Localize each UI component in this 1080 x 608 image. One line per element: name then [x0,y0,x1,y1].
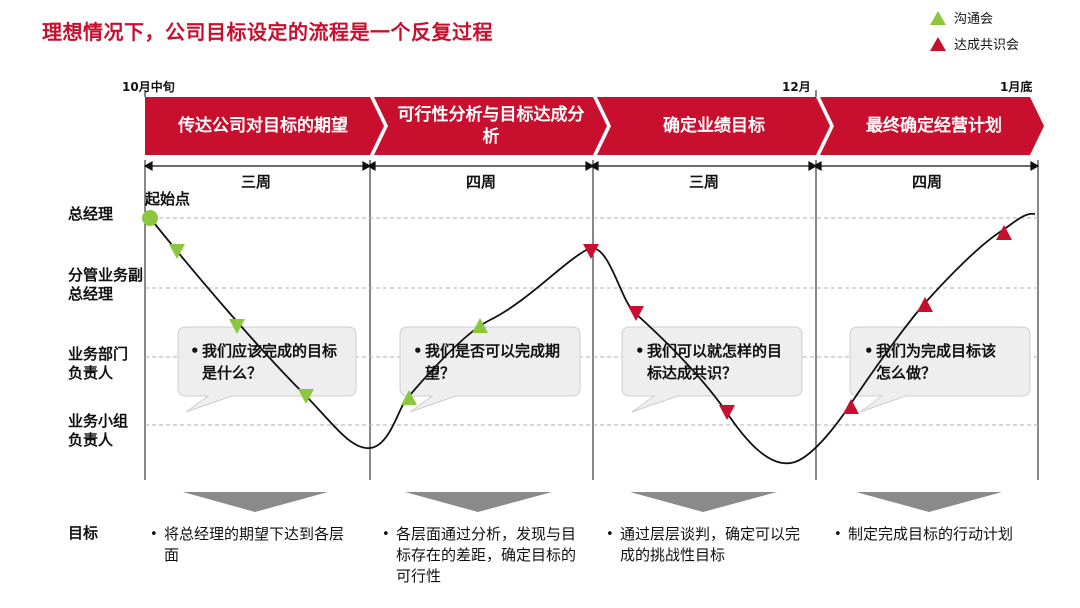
consensus-marker [917,297,933,312]
role-label-dept-head: 业务部门负责人 [68,345,129,382]
question-text: 我们应该完成的目标是什么？ [202,342,338,382]
stage-label-4: 最终确定经营计划 [866,116,1002,136]
consensus-marker [719,405,735,420]
stage-question-3: • 我们可以就怎样的目标达成共识？ [635,340,789,384]
stage-label-3: 确定业绩目标 [663,116,765,136]
stage-label-1: 传达公司对目标的期望 [178,116,348,136]
stage-goal-2: • 各层面通过分析，发现与目标存在的差距，确定目标的可行性 [382,524,578,587]
stage-chevron-4 [820,97,1044,155]
stage-duration-1: 三周 [240,173,271,191]
consensus-marker [583,244,599,259]
bullet-icon: • [635,342,645,360]
goal-text: 将总经理的期望下达到各层面 [164,525,345,564]
stage-goal-4: • 制定完成目标的行动计划 [834,524,1030,545]
stage-label-2: 可行性分析与目标达成分析 [397,105,585,147]
stage-question-4: • 我们为完成目标该怎么做？ [864,340,1008,384]
goal-arrow-2 [405,492,552,512]
consensus-marker [628,306,644,321]
page-title: 理想情况下，公司目标设定的流程是一个反复过程 [42,20,493,44]
goal-arrow-1 [183,492,328,512]
question-bubbles [177,326,1031,413]
communication-marker [401,390,417,405]
stage-goal-3: • 通过层层谈判，确定可以完成的挑战性目标 [606,524,802,566]
goal-arrow-3 [630,492,777,512]
goal-arrows [183,492,1002,512]
goal-arrow-4 [856,492,1002,512]
communication-marker [169,244,185,259]
communication-markers [169,244,488,405]
stage-duration-2: 四周 [465,173,496,191]
communication-marker [472,318,488,333]
duration-arrows [143,160,1040,172]
consensus-marker [996,225,1012,240]
question-text: 我们是否可以完成期望？ [425,342,561,382]
goal-heading: 目标 [68,524,99,542]
consensus-marker [843,399,859,414]
question-text: 我们可以就怎样的目标达成共识？ [647,342,783,382]
question-bubble-3 [621,326,803,413]
legend-label: 达成共识会 [954,38,1020,53]
timeline-mid: 12月 [782,80,811,94]
stage-chevrons [145,96,1044,156]
stage-duration-3: 三周 [688,173,719,191]
timeline-end: 1月底 [1000,80,1033,94]
bullet-icon: • [864,342,874,360]
timeline-start: 10月中旬 [122,80,175,94]
goal-text: 制定完成目标的行动计划 [848,525,1014,543]
question-text: 我们为完成目标该怎么做？ [876,342,997,382]
start-point-marker [142,210,158,226]
stage-question-1: • 我们应该完成的目标是什么？ [190,340,342,384]
legend-item-communication: 沟通会 [930,8,993,27]
question-bubble-2 [399,326,581,413]
communication-marker [229,319,245,334]
bullet-icon: • [190,342,200,360]
question-bubble-4 [849,326,1031,413]
communication-marker [298,389,314,404]
legend-item-consensus: 达成共识会 [930,34,1019,53]
bullet-icon: • [834,527,842,542]
stage-duration-4: 四周 [911,173,942,191]
green-triangle-icon [930,10,946,25]
stage-chevron-3 [597,97,830,155]
stage-dividers [144,160,1039,480]
red-triangle-icon [930,36,946,51]
stage-question-2: • 我们是否可以完成期望？ [413,340,565,384]
legend-label: 沟通会 [954,12,994,27]
goal-text: 通过层层谈判，确定可以完成的挑战性目标 [620,525,801,564]
goal-text: 各层面通过分析，发现与目标存在的差距，确定目标的可行性 [396,525,577,585]
start-point-label: 起始点 [145,190,191,208]
role-label-vp: 分管业务副总经理 [68,266,144,303]
stage-chevron-2 [374,97,607,155]
bullet-icon: • [150,527,158,542]
bullet-icon: • [606,527,614,542]
stage-goal-1: • 将总经理的期望下达到各层面 [150,524,354,566]
role-label-gm: 总经理 [68,205,114,223]
role-label-team-head: 业务小组负责人 [68,412,129,449]
bullet-icon: • [382,527,390,542]
bullet-icon: • [413,342,423,360]
consensus-markers [583,225,1012,420]
stage-chevron-1 [145,97,384,155]
